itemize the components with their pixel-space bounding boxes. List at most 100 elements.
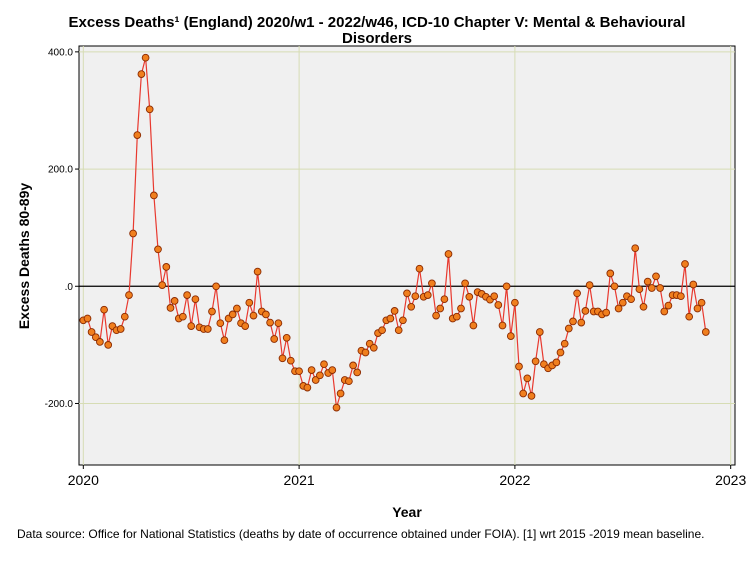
data-point xyxy=(241,322,250,330)
data-point xyxy=(212,282,220,291)
data-point xyxy=(610,282,619,291)
data-point xyxy=(228,310,237,319)
data-point xyxy=(345,377,353,386)
data-point xyxy=(216,319,225,328)
data-point xyxy=(461,279,469,288)
data-point xyxy=(87,328,96,336)
data-point xyxy=(104,341,113,349)
chart-title-line-2: Disorders xyxy=(342,30,412,47)
data-point xyxy=(390,307,399,315)
data-point xyxy=(573,289,581,298)
data-point xyxy=(552,358,561,367)
data-point xyxy=(631,244,640,253)
data-point xyxy=(519,389,528,398)
y-axis-title: Excess Deaths 80-89y xyxy=(16,183,32,330)
data-point xyxy=(494,301,503,309)
data-point xyxy=(685,312,694,321)
data-point xyxy=(436,304,445,313)
data-point xyxy=(233,304,241,313)
data-point xyxy=(602,308,611,317)
data-point xyxy=(311,376,320,384)
data-point xyxy=(585,281,594,289)
data-point xyxy=(295,367,303,376)
data-point xyxy=(282,333,291,342)
data-point xyxy=(656,284,664,292)
data-point xyxy=(83,314,92,323)
data-point xyxy=(556,348,565,357)
data-point xyxy=(378,326,386,335)
data-point xyxy=(535,328,544,336)
data-point xyxy=(498,321,507,330)
data-point xyxy=(635,285,644,294)
data-point xyxy=(564,324,573,333)
data-point xyxy=(120,312,129,321)
data-point xyxy=(415,264,424,273)
data-point xyxy=(166,304,175,312)
x-axis-ticks: 2020 2021 2022 2023 xyxy=(68,465,746,488)
data-point xyxy=(627,295,635,304)
data-point xyxy=(693,304,702,313)
data-point xyxy=(220,336,229,345)
data-point xyxy=(689,280,698,289)
data-point xyxy=(137,70,146,78)
data-point xyxy=(643,277,652,286)
data-point xyxy=(278,354,287,363)
data-point xyxy=(361,348,370,357)
data-point xyxy=(701,328,710,336)
data-point xyxy=(133,131,142,139)
data-point xyxy=(187,322,196,330)
data-point xyxy=(490,292,499,301)
data-point xyxy=(569,317,577,326)
data-point xyxy=(428,279,436,288)
x-tick-label: 2022 xyxy=(499,472,530,488)
data-point xyxy=(96,338,104,346)
data-point xyxy=(303,383,312,392)
data-point xyxy=(274,319,283,328)
data-point xyxy=(125,291,133,299)
data-point xyxy=(457,304,465,313)
data-point xyxy=(349,361,357,370)
data-point xyxy=(523,374,532,383)
data-point xyxy=(179,312,187,321)
data-point xyxy=(452,312,461,321)
y-tick-label: .0 xyxy=(65,282,74,293)
data-point xyxy=(141,53,150,62)
plot-area xyxy=(78,45,736,466)
data-point xyxy=(266,318,274,327)
x-tick-label: 2021 xyxy=(284,472,315,488)
data-point xyxy=(386,314,395,323)
data-point xyxy=(577,318,586,327)
data-point xyxy=(286,356,295,365)
data-point xyxy=(249,311,258,320)
data-point xyxy=(639,302,648,311)
data-point xyxy=(369,343,378,352)
data-point xyxy=(697,298,706,307)
x-tick-label: 2020 xyxy=(68,472,99,488)
data-point xyxy=(527,392,536,400)
data-point xyxy=(652,272,660,281)
y-tick-label: 400.0 xyxy=(48,47,73,58)
data-point xyxy=(316,371,324,380)
data-point xyxy=(170,297,179,305)
data-point xyxy=(423,291,432,299)
data-point xyxy=(399,316,407,325)
data-point xyxy=(328,366,337,374)
data-point xyxy=(208,307,216,316)
data-point xyxy=(581,307,590,315)
data-point xyxy=(444,250,453,258)
data-point xyxy=(245,298,254,307)
data-point xyxy=(531,357,540,366)
data-point xyxy=(336,389,345,398)
gridlines xyxy=(79,46,735,465)
data-point xyxy=(469,321,478,330)
footnote: Data source: Office for National Statist… xyxy=(17,527,705,541)
data-point xyxy=(100,305,108,314)
data-point xyxy=(162,263,171,271)
data-point xyxy=(253,267,262,276)
data-point xyxy=(307,366,316,374)
data-point xyxy=(116,325,125,333)
x-axis-title: Year xyxy=(392,504,422,520)
data-point xyxy=(158,281,167,289)
data-point xyxy=(411,292,420,301)
data-point xyxy=(129,229,137,238)
